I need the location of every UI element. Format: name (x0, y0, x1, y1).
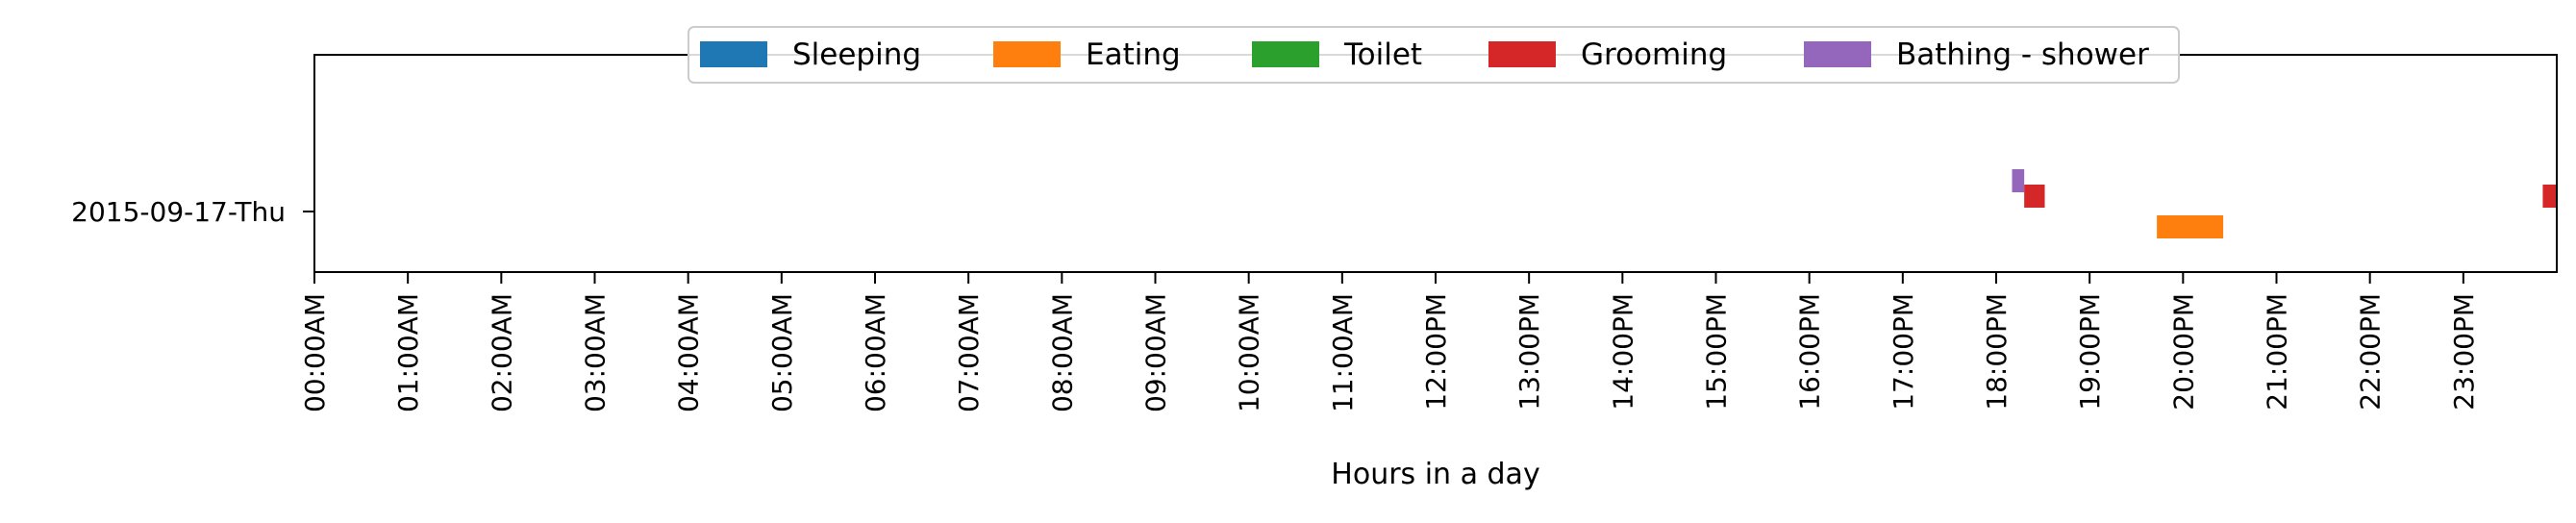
x-tick-label: 03:00AM (580, 293, 612, 412)
x-tick-label: 13:00PM (1513, 293, 1545, 411)
x-tick-label: 00:00AM (299, 293, 331, 412)
legend-swatch-bathing-shower (1804, 41, 1871, 67)
x-tick-label: 08:00AM (1046, 293, 1078, 412)
x-tick-label: 22:00PM (2355, 293, 2387, 411)
x-tick-label: 18:00PM (1981, 293, 2013, 411)
legend-swatch-eating (993, 41, 1061, 67)
legend-label: Bathing - shower (1896, 37, 2149, 72)
x-tick-label: 17:00PM (1888, 293, 1919, 411)
event-bar-eating-2 (2157, 215, 2224, 238)
legend: Sleeping Eating Toilet Grooming Bathing - sh… (688, 26, 2180, 84)
x-tick-label: 09:00AM (1140, 293, 1172, 412)
legend-label: Eating (1086, 37, 1181, 72)
x-tick-label: 04:00AM (673, 293, 705, 412)
x-axis-label: Hours in a day (1331, 458, 1539, 491)
x-tick-label: 02:00AM (486, 293, 517, 412)
x-tick-label: 19:00PM (2074, 293, 2106, 411)
legend-label: Toilet (1343, 37, 1422, 72)
legend-swatch-sleeping (700, 41, 767, 67)
x-tick-label: 20:00PM (2167, 293, 2199, 411)
event-bar-grooming-1 (2024, 185, 2045, 208)
legend-label: Grooming (1581, 37, 1727, 72)
x-tick-label: 23:00PM (2448, 293, 2480, 411)
x-tick-label: 14:00PM (1607, 293, 1638, 411)
event-bar-bathing-shower-0 (2012, 169, 2025, 192)
x-tick-label: 06:00AM (860, 293, 891, 412)
x-tick-label: 01:00AM (392, 293, 424, 412)
y-axis: 2015-09-17-Thu (71, 196, 314, 228)
x-tick-label: 05:00AM (766, 293, 798, 412)
legend-label: Sleeping (792, 37, 921, 72)
x-tick-label: 21:00PM (2262, 293, 2293, 411)
x-tick-label: 11:00AM (1327, 293, 1359, 412)
event-bar-grooming-3 (2542, 185, 2557, 208)
x-axis: 00:00AM 01:00AM 02:00AM 03:00AM 04:00AM 05:00… (299, 272, 2480, 412)
plot-frame (313, 54, 2558, 273)
legend-swatch-grooming (1488, 41, 1556, 67)
x-tick-label: 12:00PM (1420, 293, 1452, 411)
x-tick-label: 16:00PM (1794, 293, 1826, 411)
x-tick-label: 07:00AM (953, 293, 985, 412)
y-tick-label: 2015-09-17-Thu (71, 196, 286, 228)
legend-box (688, 26, 2180, 84)
x-tick-label: 15:00PM (1701, 293, 1733, 411)
x-tick-label: 10:00AM (1234, 293, 1265, 412)
legend-swatch-toilet (1252, 41, 1319, 67)
events-layer (2012, 169, 2557, 238)
